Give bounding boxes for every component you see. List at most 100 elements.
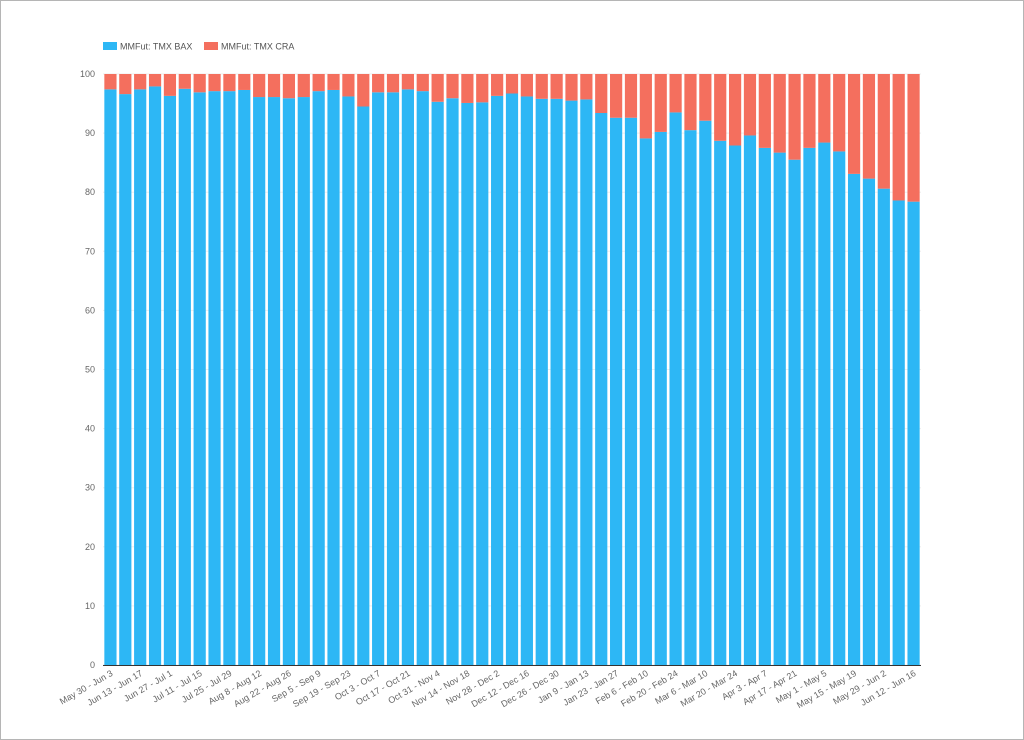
bar-cra[interactable]: [148, 74, 162, 87]
bar-bax[interactable]: [699, 120, 712, 665]
bar-cra[interactable]: [595, 74, 608, 114]
bar-bax[interactable]: [238, 89, 251, 665]
bar-cra[interactable]: [312, 74, 325, 92]
bar-cra[interactable]: [134, 74, 147, 90]
bar-bax[interactable]: [654, 131, 667, 666]
bar-bax[interactable]: [862, 178, 876, 665]
bar-bax[interactable]: [357, 106, 370, 665]
bar-cra[interactable]: [505, 74, 519, 94]
bar-cra[interactable]: [119, 74, 132, 95]
bar-cra[interactable]: [892, 74, 905, 201]
bar-bax[interactable]: [163, 95, 177, 665]
bar-bax[interactable]: [892, 200, 905, 665]
bar-cra[interactable]: [178, 74, 191, 89]
bar-cra[interactable]: [847, 74, 861, 174]
bar-bax[interactable]: [401, 89, 414, 666]
bar-cra[interactable]: [610, 74, 623, 118]
bar-cra[interactable]: [654, 74, 667, 132]
bar-cra[interactable]: [550, 74, 563, 99]
bar-bax[interactable]: [684, 130, 697, 665]
bar-bax[interactable]: [773, 152, 786, 665]
bar-cra[interactable]: [818, 74, 831, 143]
bar-cra[interactable]: [624, 74, 638, 118]
bar-bax[interactable]: [669, 112, 682, 666]
bar-cra[interactable]: [728, 74, 742, 146]
bar-bax[interactable]: [104, 89, 117, 666]
bar-cra[interactable]: [803, 74, 816, 148]
bar-cra[interactable]: [743, 74, 757, 136]
bar-bax[interactable]: [446, 98, 459, 665]
bar-cra[interactable]: [684, 74, 697, 131]
bar-bax[interactable]: [134, 89, 147, 666]
bar-bax[interactable]: [386, 92, 400, 666]
bar-bax[interactable]: [431, 101, 444, 666]
bar-bax[interactable]: [461, 102, 474, 666]
bar-bax[interactable]: [491, 95, 504, 665]
bar-bax[interactable]: [297, 97, 310, 665]
bar-bax[interactable]: [877, 188, 890, 666]
bar-cra[interactable]: [699, 74, 712, 121]
bar-bax[interactable]: [327, 89, 340, 665]
bar-bax[interactable]: [788, 159, 801, 665]
bar-bax[interactable]: [847, 173, 861, 665]
bar-bax[interactable]: [119, 94, 132, 666]
bar-cra[interactable]: [758, 74, 771, 148]
bar-cra[interactable]: [163, 74, 177, 96]
bar-cra[interactable]: [907, 74, 920, 202]
bar-bax[interactable]: [342, 96, 355, 665]
bar-cra[interactable]: [372, 74, 385, 93]
bar-cra[interactable]: [401, 74, 414, 90]
bar-cra[interactable]: [669, 74, 682, 113]
bar-cra[interactable]: [714, 74, 727, 141]
bar-cra[interactable]: [193, 74, 206, 93]
bar-cra[interactable]: [267, 74, 281, 98]
bar-cra[interactable]: [788, 74, 801, 160]
bar-cra[interactable]: [520, 74, 533, 97]
bar-cra[interactable]: [208, 74, 221, 92]
bar-cra[interactable]: [461, 74, 474, 103]
bar-cra[interactable]: [877, 74, 890, 189]
bar-bax[interactable]: [193, 92, 206, 666]
bar-cra[interactable]: [342, 74, 355, 97]
bar-bax[interactable]: [253, 97, 266, 665]
bar-bax[interactable]: [907, 201, 920, 665]
bar-cra[interactable]: [238, 74, 251, 90]
bar-bax[interactable]: [505, 93, 519, 666]
bar-cra[interactable]: [223, 74, 236, 92]
bar-bax[interactable]: [639, 138, 652, 665]
bar-bax[interactable]: [148, 86, 162, 665]
bar-bax[interactable]: [728, 145, 742, 666]
bar-bax[interactable]: [758, 147, 771, 665]
bar-cra[interactable]: [357, 74, 370, 107]
bar-cra[interactable]: [386, 74, 400, 93]
bar-cra[interactable]: [565, 74, 578, 101]
bar-bax[interactable]: [714, 140, 727, 665]
bar-bax[interactable]: [267, 97, 281, 665]
bar-cra[interactable]: [862, 74, 876, 179]
bar-cra[interactable]: [580, 74, 593, 100]
bar-cra[interactable]: [104, 74, 117, 90]
bar-cra[interactable]: [446, 74, 459, 99]
bar-cra[interactable]: [535, 74, 548, 99]
legend-item[interactable]: MMFut: TMX BAX: [103, 42, 192, 52]
bar-cra[interactable]: [491, 74, 504, 96]
legend-item[interactable]: MMFut: TMX CRA: [204, 42, 294, 52]
bar-bax[interactable]: [550, 98, 563, 665]
bar-bax[interactable]: [223, 91, 236, 666]
bar-cra[interactable]: [833, 74, 846, 152]
bar-bax[interactable]: [624, 117, 638, 665]
bar-bax[interactable]: [743, 135, 757, 666]
bar-bax[interactable]: [580, 99, 593, 665]
bar-cra[interactable]: [282, 74, 296, 99]
bar-cra[interactable]: [773, 74, 786, 153]
bar-bax[interactable]: [282, 98, 296, 665]
bar-bax[interactable]: [476, 102, 489, 666]
bar-bax[interactable]: [803, 147, 816, 665]
bar-bax[interactable]: [535, 98, 548, 665]
bar-bax[interactable]: [416, 91, 429, 666]
bar-cra[interactable]: [431, 74, 444, 102]
bar-cra[interactable]: [297, 74, 310, 98]
bar-cra[interactable]: [253, 74, 266, 98]
bar-bax[interactable]: [818, 142, 831, 665]
bar-bax[interactable]: [833, 151, 846, 665]
